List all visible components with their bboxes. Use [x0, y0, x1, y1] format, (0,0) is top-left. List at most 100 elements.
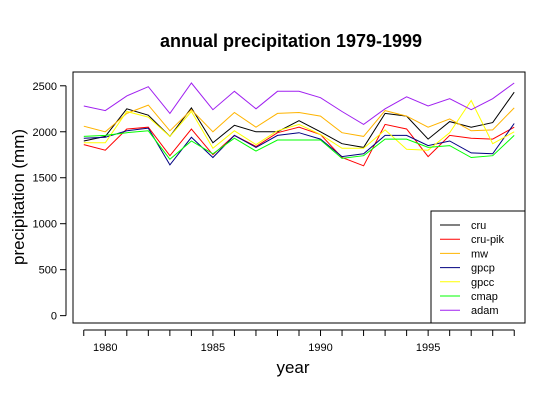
data-point-cru-pik-1989: [298, 127, 299, 128]
data-point-gpcp-1981: [126, 130, 127, 131]
data-point-adam-1994: [406, 96, 407, 97]
data-point-cru-1996: [449, 121, 450, 122]
series-line-cmap: [83, 130, 515, 161]
series-line-gpcp: [83, 123, 515, 166]
data-point-mw-1994: [406, 116, 407, 117]
data-point-mw-1988: [277, 113, 278, 114]
data-point-mw-1986: [234, 112, 235, 113]
data-point-adam-1987: [255, 108, 256, 109]
data-point-gpcp-1979: [83, 138, 84, 139]
x-tick-label: 1985: [201, 342, 225, 354]
data-point-cru-1990: [320, 131, 321, 132]
data-point-gpcc-1998: [492, 143, 493, 144]
data-point-adam-1991: [341, 111, 342, 112]
data-point-gpcp-1984: [191, 137, 192, 138]
data-point-cmap-1981: [126, 132, 127, 133]
data-point-gpcc-1990: [320, 134, 321, 135]
data-point-adam-1993: [385, 108, 386, 109]
data-point-gpcp-1991: [341, 156, 342, 157]
legend-label-gpcc: gpcc: [471, 277, 495, 289]
data-point-cmap-1980: [105, 135, 106, 136]
y-tick-label: 1500: [33, 173, 57, 185]
y-tick-label: 2000: [33, 127, 57, 139]
data-point-adam-1992: [363, 124, 364, 125]
data-point-gpcp-1996: [449, 140, 450, 141]
data-point-gpcc-1979: [83, 142, 84, 143]
legend-label-adam: adam: [471, 305, 499, 317]
data-point-mw-1985: [212, 131, 213, 132]
data-point-cru-pik-1980: [105, 150, 106, 151]
data-point-adam-1999: [514, 82, 515, 83]
data-point-cmap-1984: [191, 140, 192, 141]
data-point-gpcp-1993: [385, 135, 386, 136]
data-point-cmap-1983: [169, 159, 170, 160]
data-point-gpcp-1997: [471, 152, 472, 153]
y-tick-label: 0: [51, 311, 57, 323]
data-point-cmap-1985: [212, 153, 213, 154]
data-point-cmap-1995: [428, 147, 429, 148]
data-point-mw-1984: [191, 109, 192, 110]
data-point-mw-1992: [363, 136, 364, 137]
data-point-gpcc-1996: [449, 132, 450, 133]
data-point-gpcp-1998: [492, 153, 493, 154]
data-point-mw-1993: [385, 110, 386, 111]
series-line-mw: [83, 104, 515, 137]
data-point-mw-1987: [255, 127, 256, 128]
data-point-cru-1991: [341, 143, 342, 144]
data-point-cmap-1998: [492, 155, 493, 156]
data-point-cru-pik-1999: [514, 127, 515, 128]
legend-label-mw: mw: [471, 248, 488, 260]
data-point-cmap-1994: [406, 139, 407, 140]
legend-box: [430, 210, 526, 324]
data-point-mw-1998: [492, 129, 493, 130]
x-tick-label: 1990: [308, 342, 332, 354]
data-point-adam-1995: [428, 105, 429, 106]
data-point-cru-1999: [514, 92, 515, 93]
series-line-gpcc: [83, 99, 515, 151]
data-point-cru-1984: [191, 107, 192, 108]
data-point-cru-pik-1983: [169, 155, 170, 156]
data-point-cmap-1997: [471, 157, 472, 158]
data-point-cru-1981: [126, 108, 127, 109]
data-point-gpcp-1986: [234, 135, 235, 136]
data-point-cru-pik-1988: [277, 132, 278, 133]
data-point-mw-1996: [449, 118, 450, 119]
y-tick-label: 2500: [33, 81, 57, 93]
plot-lines: [83, 82, 515, 167]
data-point-adam-1986: [234, 91, 235, 92]
data-point-adam-1983: [169, 113, 170, 114]
x-axis: 1980 1985 1990 1995: [83, 329, 515, 354]
data-point-gpcp-1983: [169, 164, 170, 165]
x-tick-label: 1995: [416, 342, 440, 354]
data-point-gpcp-1987: [255, 147, 256, 148]
data-point-cmap-1999: [514, 135, 515, 136]
data-point-cmap-1989: [298, 139, 299, 140]
data-point-cru-1989: [298, 120, 299, 121]
data-point-gpcc-1982: [148, 117, 149, 118]
data-point-adam-1996: [449, 98, 450, 99]
data-point-gpcp-1992: [363, 153, 364, 154]
data-point-cru-pik-1979: [83, 144, 84, 145]
data-point-mw-1995: [428, 127, 429, 128]
data-point-adam-1984: [191, 82, 192, 83]
chart-title: annual precipitation 1979-1999: [160, 31, 422, 51]
data-point-mw-1979: [83, 126, 84, 127]
data-point-gpcc-1981: [126, 111, 127, 112]
data-point-adam-1981: [126, 95, 127, 96]
data-point-cmap-1993: [385, 139, 386, 140]
data-point-gpcc-1988: [277, 130, 278, 131]
legend-label-cru-pik: cru-pik: [471, 234, 505, 246]
data-point-cru-1995: [428, 139, 429, 140]
y-tick-label: 500: [39, 265, 57, 277]
data-point-cru-pik-1997: [471, 138, 472, 139]
data-point-cru-pik-1996: [449, 135, 450, 136]
data-point-gpcc-1999: [514, 131, 515, 132]
data-point-gpcp-1994: [406, 135, 407, 136]
data-point-gpcc-1987: [255, 144, 256, 145]
data-point-mw-1989: [298, 112, 299, 113]
data-point-adam-1997: [471, 109, 472, 110]
data-point-cmap-1992: [363, 155, 364, 156]
data-point-gpcc-1983: [169, 136, 170, 137]
data-point-adam-1985: [212, 109, 213, 110]
